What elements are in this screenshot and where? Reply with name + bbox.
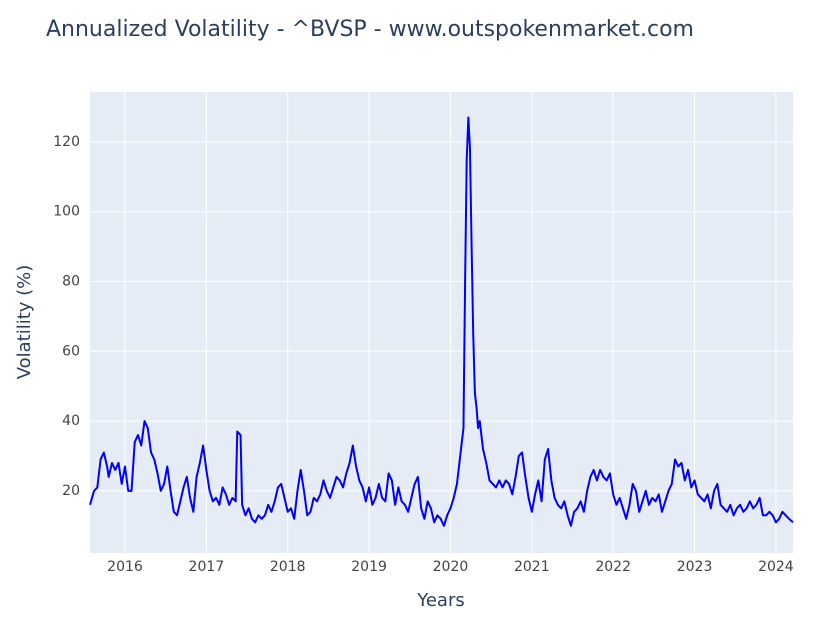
x-tick-label: 2023 bbox=[677, 559, 713, 575]
x-tick-label: 2016 bbox=[107, 559, 143, 575]
x-tick-label: 2020 bbox=[433, 559, 469, 575]
x-tick-label: 2018 bbox=[270, 559, 306, 575]
x-tick-label: 2022 bbox=[595, 559, 631, 575]
y-tick-label: 40 bbox=[62, 413, 80, 429]
y-tick-label: 60 bbox=[62, 343, 80, 359]
x-tick-label: 2021 bbox=[514, 559, 550, 575]
x-axis-label: Years bbox=[416, 590, 465, 611]
line-series bbox=[89, 116, 794, 527]
y-tick-label: 120 bbox=[53, 134, 80, 150]
y-axis-label: Volatility (%) bbox=[14, 265, 35, 380]
y-tick-label: 80 bbox=[62, 273, 80, 289]
x-tick-label: 2017 bbox=[189, 559, 225, 575]
x-tick-label: 2024 bbox=[758, 559, 794, 575]
y-tick-label: 100 bbox=[53, 204, 80, 220]
y-tick-label: 20 bbox=[62, 483, 80, 499]
chart-title: Annualized Volatility - ^BVSP - www.outs… bbox=[46, 17, 694, 42]
x-tick-label: 2019 bbox=[351, 559, 387, 575]
